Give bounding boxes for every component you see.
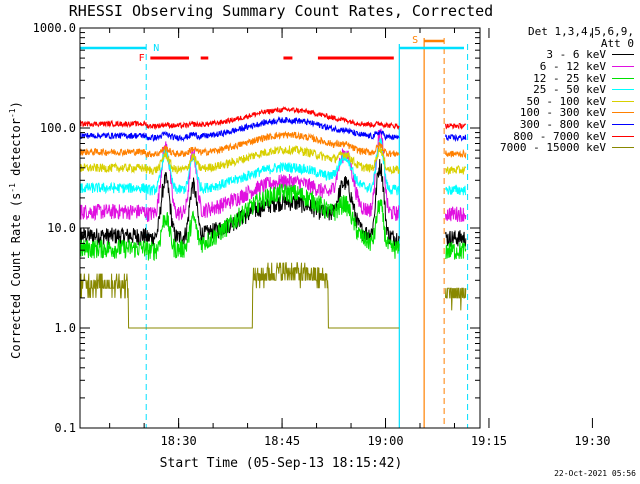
legend-entry: 300 - 800 keV — [484, 118, 634, 132]
legend-entry: 6 - 12 keV — [484, 60, 634, 74]
svg-text:Corrected Count Rate (s-1 dete: Corrected Count Rate (s-1 detector-1) — [8, 101, 23, 359]
y-label-sup-1: -1 — [8, 183, 17, 193]
legend-detectors: Det 1,3,4,5,6,9, — [528, 25, 634, 38]
y-tick-label: 0.1 — [54, 421, 76, 435]
series-line-6 — [80, 130, 467, 159]
legend-entry: 3 - 6 keV — [484, 48, 634, 62]
series-line-9 — [80, 262, 467, 329]
legend-rows: 3 - 6 keV 6 - 12 keV 12 - 25 keV 25 - 50 ke… — [484, 48, 634, 155]
x-tick-label: 18:45 — [264, 434, 300, 448]
legend-entry-label: 800 - 7000 keV — [513, 129, 606, 143]
legend-entry: 12 - 25 keV — [484, 71, 634, 85]
flare-flag-label: F — [139, 53, 145, 64]
legend-entry-label: 7000 - 15000 keV — [500, 141, 606, 155]
series-line-7 — [80, 115, 467, 143]
y-label-sup-2: -1 — [8, 108, 17, 118]
series-line-1 — [80, 159, 467, 248]
legend-swatch — [612, 66, 634, 68]
legend-entry: 25 - 50 keV — [484, 83, 634, 97]
legend-swatch — [612, 112, 634, 114]
y-tick-label: 1000.0 — [33, 21, 76, 35]
legend: Det 1,3,4,5,6,9, Att 0 3 - 6 keV 6 - 12 k… — [484, 26, 634, 154]
legend-swatch — [612, 89, 634, 91]
legend-entry-label: 100 - 300 keV — [519, 106, 606, 120]
legend-attenuator: Att 0 — [600, 36, 634, 50]
legend-swatch — [612, 54, 634, 56]
y-tick-label: 10.0 — [47, 221, 76, 235]
plot-timestamp: 22-Oct-2021 05:56 — [554, 469, 636, 478]
legend-entry-label: 12 - 25 keV — [533, 71, 606, 85]
y-label-part-2: detector — [9, 118, 23, 183]
legend-entry: 800 - 7000 keV — [484, 129, 634, 143]
x-tick-label: 19:30 — [574, 434, 610, 448]
legend-swatch — [612, 147, 634, 149]
series-line-5 — [80, 145, 467, 175]
legend-entry: 100 - 300 keV — [484, 106, 634, 120]
legend-entry-label: 3 - 6 keV — [546, 48, 606, 62]
plot-area: NF S 0.1 1.0 10.0 100.0 1000.0 18:30 18:45 19:00 1… — [33, 21, 611, 448]
y-tick-label: 100.0 — [40, 121, 76, 135]
series-line-4 — [80, 137, 467, 196]
legend-entry-label: 300 - 800 keV — [519, 118, 606, 132]
legend-entry: 50 - 100 keV — [484, 94, 634, 108]
y-tick-label: 1.0 — [54, 321, 76, 335]
series-line-8 — [80, 105, 467, 131]
chart-title: RHESSI Observing Summary Count Rates, Co… — [69, 2, 493, 20]
y-label-part-1: Corrected Count Rate (s — [9, 193, 23, 359]
x-tick-label: 19:15 — [471, 434, 507, 448]
legend-entry: 7000 - 15000 keV — [484, 141, 634, 155]
legend-entry-label: 50 - 100 keV — [526, 94, 606, 108]
night-flag-label: N — [153, 43, 159, 54]
x-axis-label: Start Time (05-Sep-13 18:15:42) — [160, 456, 403, 471]
y-label-part-3: ) — [9, 101, 23, 108]
legend-swatch — [612, 77, 634, 79]
legend-swatch — [612, 100, 634, 102]
legend-entry-label: 25 - 50 keV — [533, 83, 606, 97]
legend-swatch — [612, 124, 634, 126]
saa-flag-label: S — [412, 35, 418, 46]
x-tick-label: 18:30 — [161, 434, 197, 448]
plot-frame — [79, 27, 481, 429]
legend-swatch — [612, 135, 634, 137]
y-axis-label: Corrected Count Rate (s-1 detector-1) — [8, 101, 23, 359]
series-line-3 — [80, 183, 467, 261]
legend-entry-label: 6 - 12 keV — [539, 60, 606, 74]
x-tick-label: 19:00 — [367, 434, 403, 448]
